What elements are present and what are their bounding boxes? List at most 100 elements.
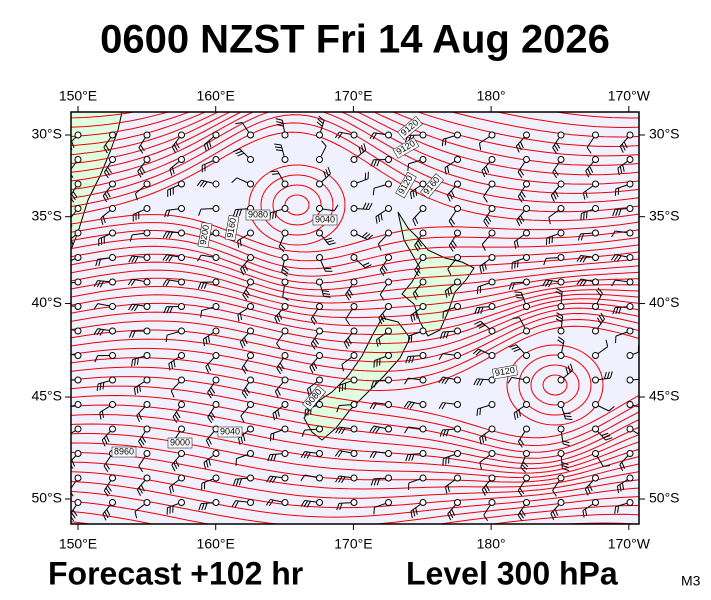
barb-feather [66,243,68,250]
contour-label-text: 9040 [220,426,240,436]
barb-feather [276,315,281,322]
station [626,131,634,139]
barb-feather [640,431,646,435]
station [626,450,634,457]
station [178,156,185,163]
barb-feather [414,269,420,277]
station [109,401,116,408]
wind-barb [552,474,565,497]
barb-feather [605,339,609,347]
barb-feather [445,429,449,437]
barb-feather [105,169,111,176]
wind-barb [203,450,220,470]
station [523,229,530,237]
wind-barb [404,376,427,385]
barb-feather [597,287,603,294]
barb-feather [322,293,330,295]
barb-feather [276,343,281,350]
barb-feather [309,366,314,374]
barb-feather [335,475,340,483]
station [419,131,427,139]
barb-feather [617,505,619,513]
station [419,327,427,335]
barb-feather [168,255,174,262]
wind-barb [272,401,289,421]
barb-feather [71,193,76,201]
station [143,376,151,384]
barb-feather [131,330,136,338]
barb-feather [364,264,372,269]
wind-barb [592,312,605,335]
station [247,303,254,310]
barb-feather [64,284,66,291]
barb-feather [367,234,374,240]
station [316,425,323,433]
barb-feather [579,255,585,263]
contour-label-box [245,209,271,221]
wind-barb [267,450,289,462]
wind-barb [98,229,116,246]
station [419,254,427,261]
barb-feather [377,214,381,223]
barb-feather [67,145,70,152]
barb-feather [619,166,623,174]
barb-feather [137,171,142,178]
barb-feather [519,512,524,519]
barb-feather [138,147,144,154]
barb-feather [105,463,110,470]
contour-label-text: 9000 [170,437,190,447]
barb-feather [231,500,237,507]
station [557,278,565,286]
barb-feather [162,231,168,238]
wind-barb [162,278,185,287]
barb-feather [276,388,281,396]
barb-feather [136,489,141,496]
barb-feather [577,233,581,241]
wind-barb [316,229,336,246]
barb-feather [475,350,482,356]
barb-feather [131,304,136,311]
station [143,499,151,506]
barb-feather [621,143,626,151]
station [592,376,599,384]
station [350,229,358,237]
wind-barb [379,278,392,301]
station [281,303,289,310]
barb-feather [139,438,145,446]
barb-feather [162,279,168,286]
barb-feather [485,484,490,492]
station [419,352,427,359]
station [523,376,530,384]
barb-feather [415,242,421,250]
barb-feather [382,313,387,320]
barb-feather [309,386,312,395]
wind-barb [306,376,323,396]
lat-label-left: 40°S [31,294,62,310]
barb-feather [612,307,616,315]
station [419,205,427,212]
station [454,229,461,237]
wind-barb [414,254,427,277]
station [523,254,530,261]
wind-barb [198,499,220,511]
barb-feather [370,159,374,167]
barb-feather [59,353,63,359]
wind-barb [514,291,530,310]
wind-barb [439,327,461,339]
station [143,327,151,335]
barb-feather [173,462,178,470]
wind-barb [479,425,496,445]
barb-feather [326,239,334,243]
wind-barb [102,499,116,521]
barb-feather [243,365,248,372]
barb-feather [552,490,557,497]
barb-feather [277,365,283,372]
station [74,229,82,237]
station [143,352,151,359]
wind-barb [200,303,220,318]
barb-feather [363,143,367,151]
barb-feather [168,486,172,494]
wind-barb [201,474,220,491]
barb-feather [613,254,619,262]
station [178,425,185,433]
